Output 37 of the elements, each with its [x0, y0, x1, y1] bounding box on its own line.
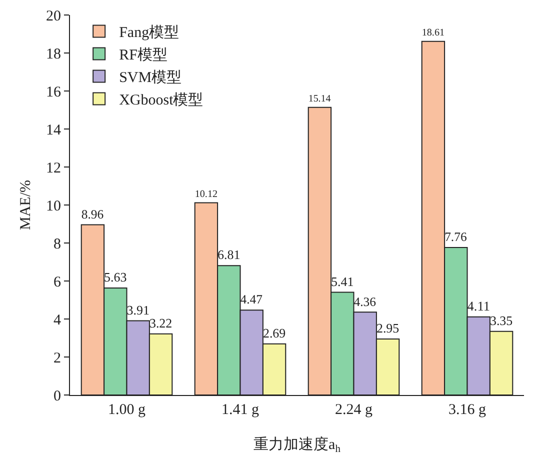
- y-tick-label: 8: [54, 236, 61, 252]
- data-label: 3.35: [490, 312, 513, 328]
- data-label: 3.91: [126, 302, 150, 318]
- y-tick-label: 14: [46, 122, 62, 138]
- data-label: 15.14: [308, 94, 331, 105]
- legend-label: Fang模型: [119, 24, 180, 42]
- y-tick-label: 2: [54, 350, 61, 366]
- y-tick-label: 4: [54, 312, 62, 328]
- data-label: 4.36: [354, 294, 376, 309]
- x-tick-label: 1.41 g: [222, 402, 260, 418]
- y-tick-label: 10: [46, 198, 61, 214]
- y-tick-label: 12: [46, 160, 61, 176]
- data-label: 2.95: [376, 320, 400, 336]
- data-label: 6.81: [218, 247, 240, 262]
- y-tick-label: 20: [46, 8, 61, 24]
- x-tick-label: 3.16 g: [448, 402, 486, 418]
- x-axis-title: 重力加速度a$_{h}$: [254, 436, 342, 455]
- data-label: 4.11: [467, 298, 490, 314]
- data-label: 3.22: [149, 315, 172, 330]
- y-tick-label: 0: [54, 388, 61, 404]
- x-tick-label: 2.24 g: [335, 402, 373, 418]
- data-label: 2.69: [262, 325, 286, 340]
- data-label: 10.12: [194, 189, 218, 200]
- data-label: 7.76: [444, 230, 467, 244]
- legend-label: SVM模型: [119, 69, 182, 86]
- y-tick-label: 16: [46, 84, 62, 100]
- y-axis-title: MAE/%: [18, 180, 34, 230]
- legend-label: XGboost模型: [119, 92, 204, 109]
- data-label: 5.63: [104, 270, 127, 285]
- x-tick-label: 1.00 g: [108, 402, 146, 418]
- data-label: 5.41: [331, 274, 354, 289]
- data-label: 8.96: [81, 207, 104, 222]
- legend-label: RF模型: [119, 46, 168, 64]
- data-label: 4.47: [240, 292, 263, 307]
- y-tick-label: 6: [54, 274, 62, 290]
- y-tick-label: 18: [46, 46, 61, 62]
- data-label: 18.61: [422, 28, 445, 39]
